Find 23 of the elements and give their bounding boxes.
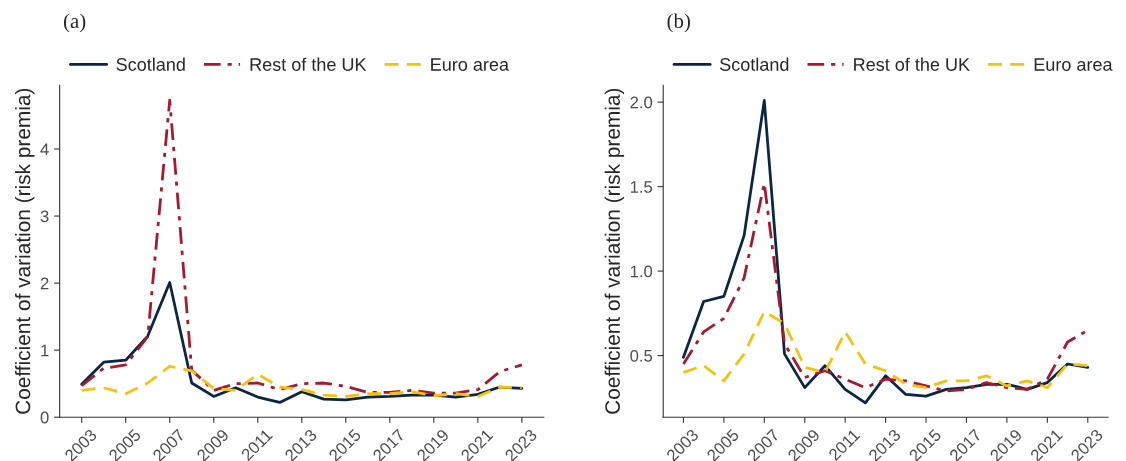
y-axis-title: Coefficient of variation (risk premia) — [604, 88, 625, 414]
y-tick-label: 1.5 — [630, 181, 653, 193]
y-tick-label: 4 — [40, 143, 49, 156]
y-axis-title: Coefficient of variation (risk premia) — [15, 88, 35, 414]
legend-label: Scotland — [116, 57, 185, 71]
legend-label: Euro area — [431, 58, 509, 71]
chart-title: (a) — [63, 13, 86, 33]
y-tick-label: 0 — [40, 411, 49, 424]
chart-title: (b) — [667, 13, 690, 33]
y-tick-label: 1.0 — [630, 265, 653, 278]
line-series — [682, 310, 1090, 390]
legend-label: Rest of the UK — [250, 57, 367, 71]
y-tick-label: 3 — [40, 210, 49, 223]
legend-label: Euro area — [1034, 58, 1113, 71]
line-series — [80, 281, 524, 404]
y-tick-label: 1 — [41, 344, 49, 357]
y-tick-label: 2.0 — [630, 96, 653, 109]
y-tick-label: 2 — [40, 277, 49, 290]
line-series — [80, 98, 524, 395]
y-tick-label: 0.5 — [630, 349, 653, 362]
legend-label: Scotland — [720, 57, 789, 71]
legend-label: Rest of the UK — [854, 57, 970, 71]
line-series — [80, 364, 524, 398]
